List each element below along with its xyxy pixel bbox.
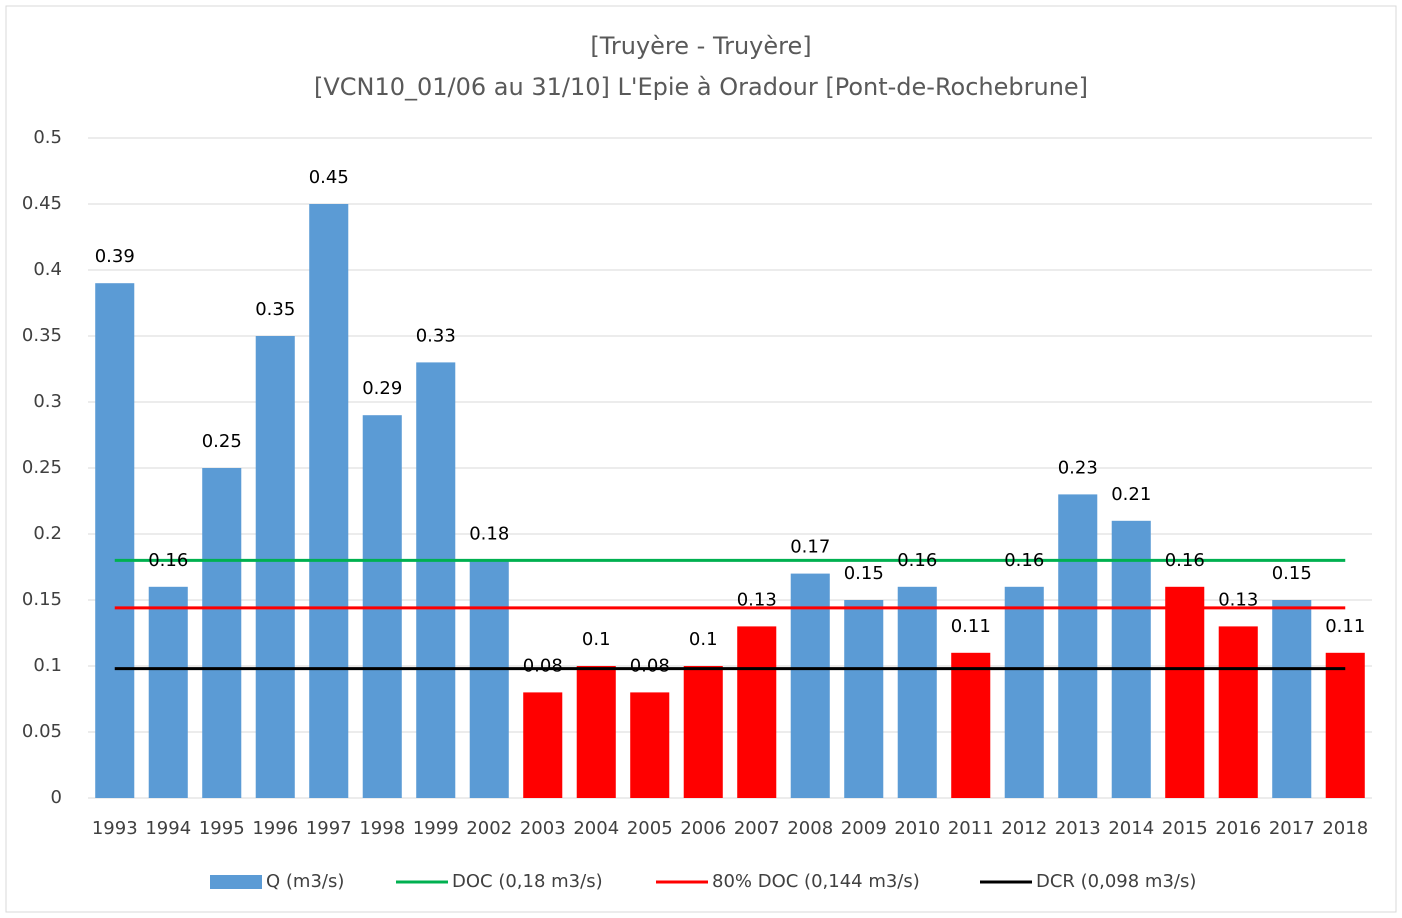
- bar: [255, 336, 295, 798]
- x-tick-label: 2011: [948, 818, 994, 839]
- x-tick-label: 2012: [1001, 818, 1047, 839]
- x-tick-label: 2005: [627, 818, 673, 839]
- chart-subtitle: [VCN10_01/06 au 31/10] L'Epie à Oradour …: [314, 73, 1088, 101]
- data-label: 0.16: [148, 550, 188, 571]
- bar: [951, 652, 991, 798]
- bar: [148, 586, 188, 798]
- data-label: 0.15: [844, 563, 884, 584]
- bar: [630, 692, 670, 798]
- legend-swatch: [210, 875, 262, 889]
- x-tick-label: 2018: [1322, 818, 1368, 839]
- y-tick-label: 0.15: [22, 589, 62, 610]
- data-label: 0.23: [1058, 457, 1098, 478]
- data-label: 0.11: [1325, 616, 1365, 637]
- bar: [737, 626, 777, 798]
- data-label: 0.08: [630, 655, 670, 676]
- data-label: 0.16: [1004, 550, 1044, 571]
- x-tick-label: 2002: [466, 818, 512, 839]
- legend-label: Q (m3/s): [266, 871, 344, 892]
- x-tick-label: 1996: [252, 818, 298, 839]
- data-label: 0.45: [309, 167, 349, 188]
- x-tick-label: 1993: [92, 818, 138, 839]
- x-tick-label: 1994: [145, 818, 191, 839]
- x-tick-label: 1998: [359, 818, 405, 839]
- data-label: 0.13: [1218, 589, 1258, 610]
- bar: [1272, 600, 1312, 798]
- x-tick-label: 2004: [573, 818, 619, 839]
- data-label: 0.33: [416, 325, 456, 346]
- y-tick-label: 0.25: [22, 457, 62, 478]
- y-tick-label: 0.05: [22, 721, 62, 742]
- bar: [844, 600, 884, 798]
- bar: [1218, 626, 1258, 798]
- bar: [1325, 652, 1365, 798]
- bar: [95, 283, 135, 798]
- bar: [202, 468, 242, 798]
- y-tick-label: 0: [51, 787, 62, 808]
- bar: [416, 362, 456, 798]
- x-tick-label: 1997: [306, 818, 352, 839]
- legend-label: 80% DOC (0,144 m3/s): [712, 871, 920, 892]
- bar: [897, 586, 937, 798]
- data-label: 0.18: [469, 523, 509, 544]
- legend-label: DOC (0,18 m3/s): [452, 871, 603, 892]
- y-tick-label: 0.45: [22, 193, 62, 214]
- x-tick-label: 2015: [1162, 818, 1208, 839]
- y-tick-label: 0.3: [33, 391, 62, 412]
- data-label: 0.11: [951, 616, 991, 637]
- bar: [309, 204, 349, 798]
- bar: [576, 666, 616, 798]
- y-tick-label: 0.4: [33, 259, 62, 280]
- x-tick-label: 2010: [894, 818, 940, 839]
- data-label: 0.29: [362, 378, 402, 399]
- data-label: 0.35: [255, 299, 295, 320]
- x-tick-label: 2017: [1269, 818, 1315, 839]
- x-tick-label: 1999: [413, 818, 459, 839]
- bar: [1165, 586, 1205, 798]
- bar: [1111, 520, 1151, 798]
- x-tick-label: 2006: [680, 818, 726, 839]
- data-label: 0.25: [202, 431, 242, 452]
- bar: [1004, 586, 1044, 798]
- x-tick-label: 2008: [787, 818, 833, 839]
- data-label: 0.08: [523, 655, 563, 676]
- x-tick-label: 1995: [199, 818, 245, 839]
- data-label: 0.17: [790, 537, 830, 558]
- y-tick-label: 0.1: [33, 655, 62, 676]
- y-tick-label: 0.5: [33, 127, 62, 148]
- data-label: 0.16: [897, 550, 937, 571]
- data-label: 0.21: [1111, 484, 1151, 505]
- bar: [523, 692, 563, 798]
- data-label: 0.16: [1165, 550, 1205, 571]
- bar: [1058, 494, 1098, 798]
- y-tick-label: 0.2: [33, 523, 62, 544]
- data-label: 0.13: [737, 589, 777, 610]
- legend-label: DCR (0,098 m3/s): [1036, 871, 1196, 892]
- x-tick-label: 2016: [1215, 818, 1261, 839]
- bar: [683, 666, 723, 798]
- x-tick-label: 2014: [1108, 818, 1154, 839]
- data-label: 0.39: [95, 246, 135, 267]
- x-tick-label: 2003: [520, 818, 566, 839]
- chart-title: [Truyère - Truyère]: [590, 32, 811, 60]
- x-tick-label: 2013: [1055, 818, 1101, 839]
- x-tick-label: 2007: [734, 818, 780, 839]
- bar: [790, 573, 830, 798]
- bar: [469, 560, 509, 798]
- y-tick-label: 0.35: [22, 325, 62, 346]
- data-label: 0.15: [1272, 563, 1312, 584]
- x-tick-label: 2009: [841, 818, 887, 839]
- data-label: 0.1: [689, 629, 718, 650]
- data-label: 0.1: [582, 629, 611, 650]
